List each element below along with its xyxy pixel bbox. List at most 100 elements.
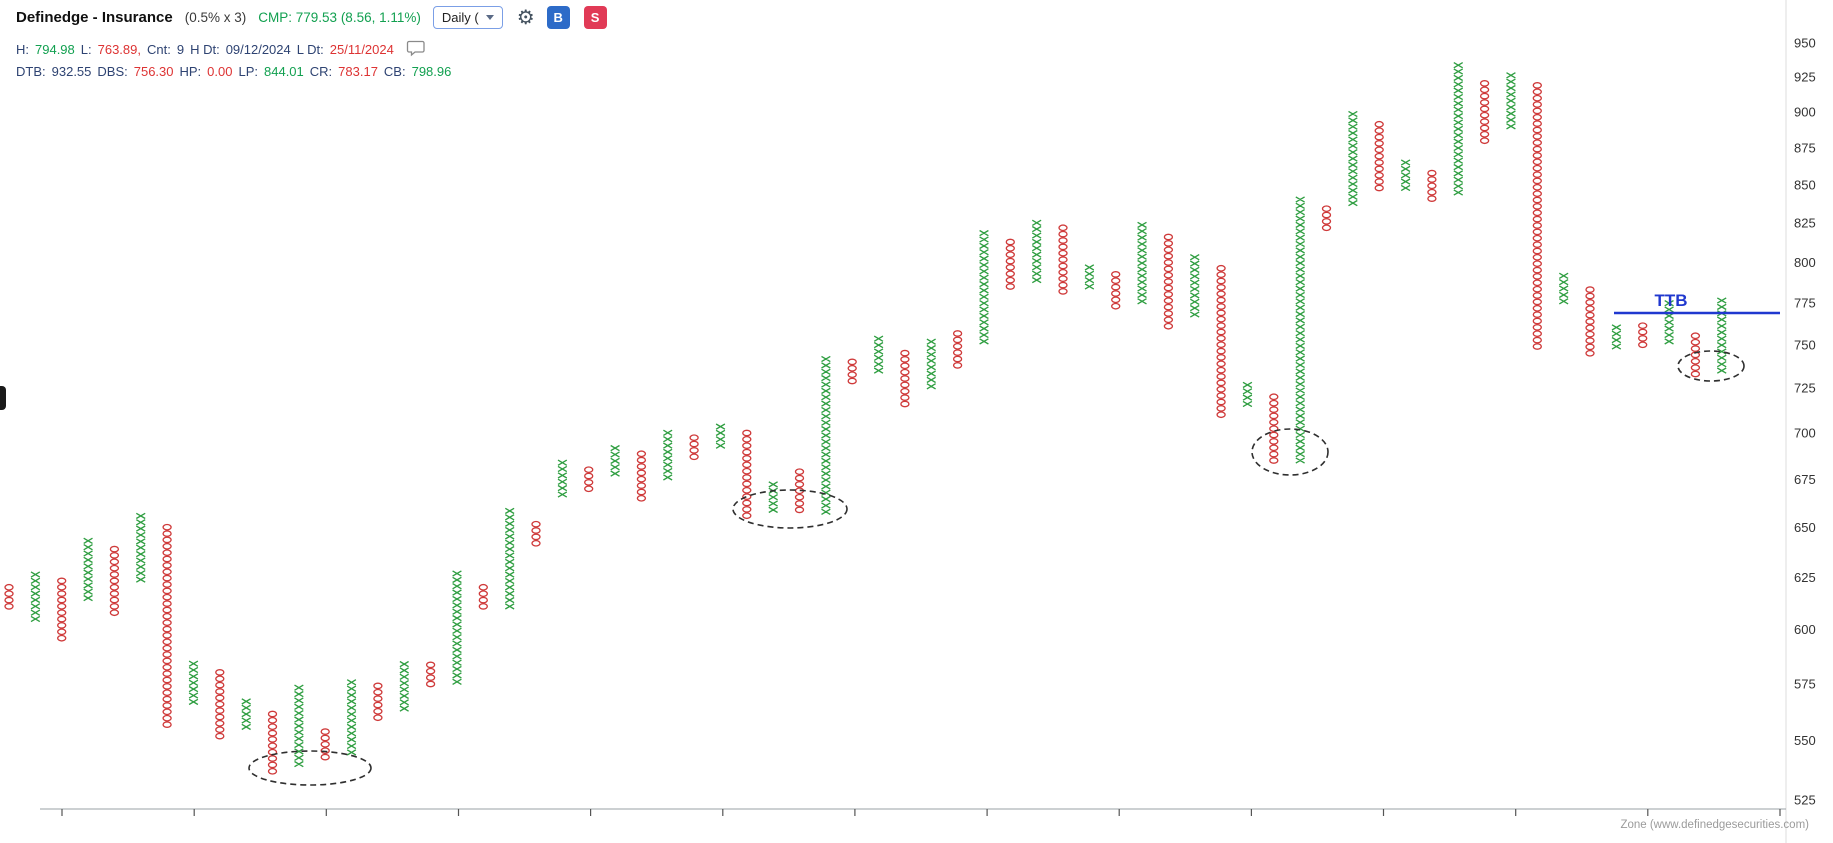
pf-column-o xyxy=(742,429,752,520)
pf-column-x xyxy=(663,429,673,481)
pf-column-x xyxy=(715,423,726,449)
pf-column-o xyxy=(4,583,14,610)
lp-value: 844.01 xyxy=(264,64,304,79)
settings-gear-icon[interactable]: ⚙ xyxy=(516,6,535,29)
y-axis-label: 675 xyxy=(1794,472,1816,487)
y-axis-label: 900 xyxy=(1794,105,1816,120)
pf-column-x xyxy=(135,512,146,583)
pf-column-o xyxy=(109,545,120,617)
y-axis-label: 850 xyxy=(1794,178,1816,193)
pf-column-o xyxy=(1374,120,1384,192)
highlight-ellipse xyxy=(1251,428,1329,476)
highlight-ellipse xyxy=(1677,350,1745,382)
pf-column-x xyxy=(452,570,462,685)
y-axis-label: 725 xyxy=(1794,381,1816,396)
count-label: Cnt: xyxy=(146,42,171,57)
pf-column-o xyxy=(1111,271,1121,310)
pf-column-x xyxy=(1506,72,1516,130)
pf-column-x xyxy=(1137,221,1147,305)
pf-column-o xyxy=(1269,393,1279,464)
cmp-change: (8.56, 1.11%) xyxy=(340,10,421,25)
chevron-down-icon xyxy=(485,15,494,20)
timeframe-select[interactable]: Daily ( xyxy=(432,6,503,29)
pf-column-x xyxy=(768,481,778,514)
y-axis-label: 750 xyxy=(1794,337,1816,352)
y-axis-label: 875 xyxy=(1794,141,1816,156)
cmp-quote: CMP: 779.53 (8.56, 1.11%) xyxy=(258,10,421,25)
y-axis-label: 600 xyxy=(1794,622,1816,637)
highlight-ellipse xyxy=(248,750,372,786)
hl-info-row: H: 794.98 L: 763.89, Cnt: 9 H Dt: 09/12/… xyxy=(16,42,394,57)
y-axis-label: 575 xyxy=(1794,677,1816,692)
pf-column-x xyxy=(346,679,357,756)
pf-column-x xyxy=(821,355,831,515)
low-value: 763.89, xyxy=(97,42,141,57)
pf-column-o xyxy=(57,577,67,642)
y-axis-label: 525 xyxy=(1794,793,1816,808)
y-axis-label: 775 xyxy=(1794,295,1816,310)
pf-column-x xyxy=(294,684,304,768)
pf-column-o xyxy=(900,349,910,408)
pf-column-x xyxy=(241,698,251,731)
pf-column-x xyxy=(1716,297,1727,374)
dtb-value: 932.55 xyxy=(51,64,92,79)
count-value: 9 xyxy=(176,42,185,57)
pf-column-x xyxy=(1242,381,1253,408)
pf-column-x xyxy=(1295,196,1305,464)
pf-column-o xyxy=(162,523,172,728)
side-panel-handle[interactable] xyxy=(0,386,6,410)
y-axis-label: 925 xyxy=(1794,70,1816,85)
y-axis-label: 825 xyxy=(1794,216,1816,231)
pf-column-x xyxy=(1453,62,1464,196)
cmp-value: 779.53 xyxy=(295,10,338,25)
watermark: Zone (www.definedgesecurities.com) xyxy=(1620,819,1809,831)
pf-column-o xyxy=(1427,169,1437,202)
ttb-label: TTB xyxy=(1654,291,1687,310)
pf-column-o xyxy=(478,583,488,610)
cmp-label: CMP: xyxy=(258,10,292,25)
dbs-value: 756.30 xyxy=(133,64,174,79)
hp-label: HP: xyxy=(179,64,202,79)
pf-column-o xyxy=(373,682,383,722)
pf-column-o xyxy=(531,520,541,547)
high-value: 794.98 xyxy=(35,42,75,57)
cr-label: CR: xyxy=(309,64,333,79)
pf-column-x xyxy=(83,537,93,602)
pf-column-o xyxy=(1585,286,1595,357)
pf-column-o xyxy=(1163,233,1174,330)
pf-column-x xyxy=(1189,254,1200,318)
pf-column-o xyxy=(1058,224,1068,295)
pf-column-x xyxy=(1400,159,1411,192)
pf-column-x xyxy=(873,335,884,374)
y-axis-label: 625 xyxy=(1794,570,1816,585)
pf-column-x xyxy=(610,444,620,477)
pf-column-o xyxy=(1005,238,1015,290)
y-axis-label: 800 xyxy=(1794,255,1816,270)
timeframe-value: Daily ( xyxy=(441,10,479,25)
buy-button[interactable]: B xyxy=(546,6,570,29)
pf-column-o xyxy=(1690,332,1701,378)
pf-column-x xyxy=(504,507,515,610)
high-label: H: xyxy=(16,42,29,57)
high-date-value: 09/12/2024 xyxy=(225,42,291,57)
cb-value: 798.96 xyxy=(411,64,452,79)
cr-value: 783.17 xyxy=(338,64,378,79)
pf-column-x xyxy=(1084,264,1095,290)
comment-bubble-icon[interactable] xyxy=(406,40,426,62)
highlight-ellipse xyxy=(732,489,848,529)
low-date-label: L Dt: xyxy=(296,42,324,57)
y-axis-label: 950 xyxy=(1794,36,1816,51)
y-axis-label: 650 xyxy=(1794,520,1816,535)
lp-label: LP: xyxy=(238,64,258,79)
dbs-label: DBS: xyxy=(97,64,128,79)
pf-column-o xyxy=(1321,205,1332,232)
pf-column-o xyxy=(1216,264,1226,419)
hp-value: 0.00 xyxy=(207,64,233,79)
pf-column-o xyxy=(1479,80,1490,145)
y-axis-label: 700 xyxy=(1794,425,1816,440)
y-axis-label: 550 xyxy=(1794,733,1816,748)
sell-button[interactable]: S xyxy=(583,6,607,29)
pf-column-o xyxy=(952,330,963,369)
pf-column-x xyxy=(188,660,199,706)
